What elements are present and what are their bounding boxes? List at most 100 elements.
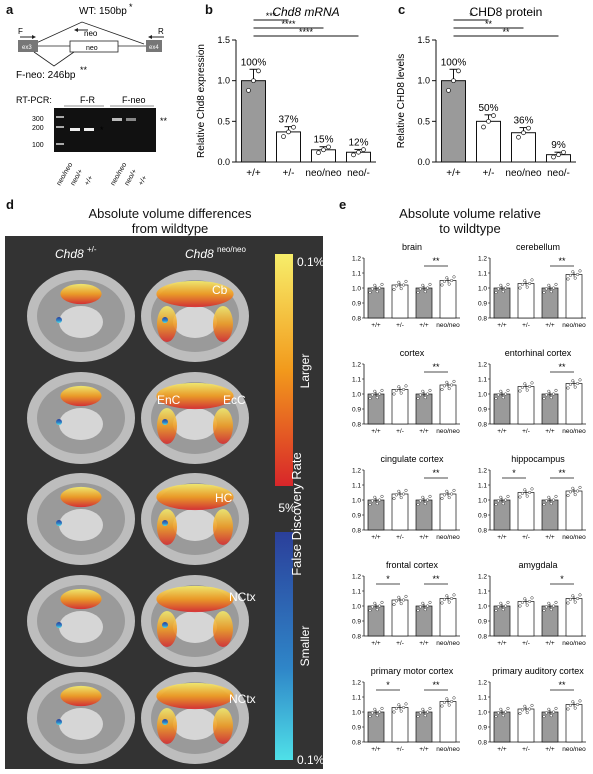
x-tick-label: +/- <box>483 168 495 179</box>
data-point <box>554 494 558 498</box>
data-point <box>351 152 356 158</box>
y-tick-label: 1.0 <box>417 76 430 86</box>
chart-title: entorhinal cortex <box>505 348 572 358</box>
larger-region <box>213 708 233 744</box>
data-point <box>518 286 522 290</box>
data-point <box>506 282 510 286</box>
data-point <box>368 502 372 507</box>
data-point <box>423 290 427 294</box>
x-tick-label: +/+ <box>371 640 381 647</box>
data-point <box>370 393 374 397</box>
data-point <box>544 499 548 503</box>
data-point <box>421 601 425 605</box>
data-point <box>404 384 408 388</box>
y-tick-label: 0.8 <box>352 740 361 747</box>
y-tick-label: 0.0 <box>217 157 230 167</box>
data-point <box>571 270 575 274</box>
data-point <box>378 604 382 608</box>
data-point <box>542 502 546 507</box>
x-tick-label: +/+ <box>419 534 429 541</box>
y-axis-label: Relative Chd8 expression <box>196 44 207 158</box>
data-point <box>504 498 508 502</box>
sig-label: *** <box>266 11 277 21</box>
data-point <box>544 605 548 609</box>
y-tick-label: 0.8 <box>352 528 361 535</box>
data-point <box>442 384 446 388</box>
data-point <box>447 703 451 707</box>
larger-region <box>156 682 234 710</box>
y-tick-label: 1.0 <box>478 498 487 505</box>
data-point <box>397 280 401 284</box>
x-tick-label: +/+ <box>446 168 461 179</box>
data-point <box>440 283 444 287</box>
data-point <box>568 703 572 707</box>
data-point <box>576 381 580 386</box>
data-point <box>426 710 430 714</box>
data-point <box>526 125 531 131</box>
data-point <box>566 277 570 281</box>
data-point <box>518 711 522 716</box>
y-tick-label: 0.9 <box>352 301 361 308</box>
x-tick-label: +/+ <box>545 322 555 329</box>
data-point <box>549 502 553 506</box>
data-point <box>421 283 425 287</box>
smaller-region <box>56 419 62 425</box>
volume-chart: primary motor cortex 0.8 0.9 1.0 1.1 1.2 +/+ +/… <box>352 666 460 753</box>
primer-f: F <box>18 27 23 36</box>
larger-region <box>156 382 234 410</box>
data-point <box>418 711 422 715</box>
data-point <box>440 601 444 605</box>
data-point <box>494 290 498 295</box>
x-tick-label: +/+ <box>371 746 381 753</box>
bar <box>511 132 536 163</box>
x-tick-label: +/- <box>283 168 295 179</box>
data-point <box>373 283 377 287</box>
y-tick-label: 1.1 <box>478 377 487 384</box>
x-tick-label: +/+ <box>371 534 381 541</box>
data-point <box>394 493 398 497</box>
data-point <box>530 703 534 707</box>
bar <box>439 701 457 743</box>
data-point <box>445 697 449 701</box>
panel-d-title: Absolute volume differences from wildtyp… <box>88 206 252 236</box>
x-tick-label: +/+ <box>371 322 381 329</box>
data-point <box>286 129 291 135</box>
data-point <box>251 78 256 84</box>
data-point <box>416 608 420 613</box>
data-point <box>428 494 432 498</box>
y-tick-label: 0.8 <box>352 316 361 323</box>
brain-slice-core <box>173 611 217 643</box>
x-tick-label: neo/neo <box>436 428 460 435</box>
chart-title: cingulate cortex <box>380 454 444 464</box>
x-tick-label: +/- <box>522 322 530 329</box>
data-point <box>404 594 408 598</box>
data-point <box>442 700 446 704</box>
panel-label-e: e <box>339 197 347 212</box>
data-point <box>506 388 510 392</box>
larger-region <box>60 685 102 707</box>
sig-label: ** <box>502 27 510 37</box>
sig-label: ** <box>432 574 440 584</box>
data-point <box>499 389 503 393</box>
data-point <box>525 494 529 498</box>
x-tick-label: +/- <box>522 534 530 541</box>
data-point <box>496 605 500 609</box>
sig-label: ** <box>432 256 440 266</box>
data-point <box>520 385 524 389</box>
data-point <box>525 285 529 289</box>
data-point <box>547 389 551 393</box>
region-label: NCtx <box>229 590 256 604</box>
data-point <box>428 282 432 286</box>
data-point <box>501 714 505 718</box>
data-point <box>501 396 505 400</box>
x-tick-label: +/+ <box>246 168 261 179</box>
larger-scale-bar <box>275 254 293 486</box>
data-point <box>373 495 377 499</box>
data-point <box>450 383 454 387</box>
y-tick-label: 1.2 <box>352 574 361 581</box>
data-point <box>370 287 374 291</box>
data-point <box>378 710 382 714</box>
data-point <box>397 595 401 599</box>
sig-label: ** <box>558 256 566 266</box>
data-point <box>447 600 451 604</box>
